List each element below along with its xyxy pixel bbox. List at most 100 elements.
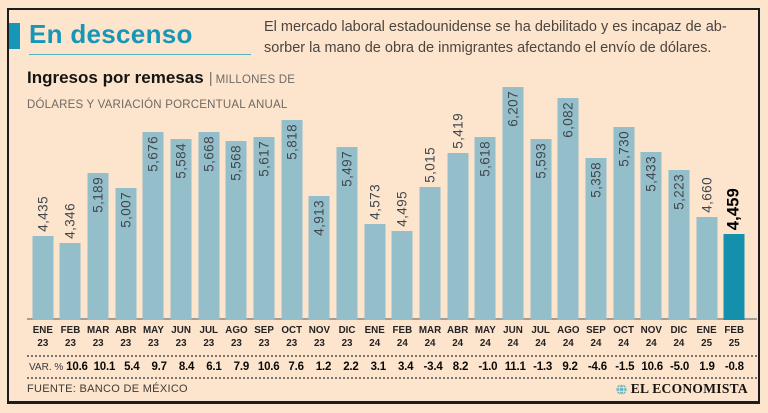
bar <box>447 153 469 320</box>
title-underline <box>29 54 251 55</box>
bar <box>668 170 690 320</box>
infographic-frame: En descenso El mercado laboral estadouni… <box>7 8 760 404</box>
bar-value-label: 4,660 <box>699 177 715 213</box>
bar <box>696 217 718 320</box>
year-label: 24 <box>618 338 630 349</box>
var-percent-value: 3.1 <box>370 360 387 373</box>
month-label: MAR <box>418 325 442 336</box>
bar-value-label: 5,568 <box>228 145 244 181</box>
var-percent-value: -0.8 <box>724 360 744 373</box>
year-label: 24 <box>396 338 408 349</box>
subtitle-units-line1: MILLONES DE <box>215 74 296 86</box>
month-cell: SEP 24 <box>582 324 610 350</box>
var-percent-value: 1.2 <box>315 360 332 373</box>
year-label: 25 <box>728 338 740 349</box>
month-cell: JUL 23 <box>195 324 223 350</box>
month-label: SEP <box>586 325 606 336</box>
year-label: 23 <box>286 338 298 349</box>
bar <box>253 137 275 320</box>
bar-column: 5,568 <box>223 80 251 320</box>
var-percent-value: -1.0 <box>478 360 498 373</box>
month-cell: ABR 23 <box>112 324 140 350</box>
bar-value-label: 4,346 <box>62 203 78 239</box>
month-cell: JUL 24 <box>527 324 555 350</box>
bar <box>640 152 662 320</box>
bar-value-label: 5,593 <box>533 143 549 179</box>
var-percent-value: -5.0 <box>670 360 690 373</box>
bar <box>281 120 303 320</box>
var-percent-value: 1.9 <box>699 360 715 373</box>
bar-column: 5,730 <box>610 80 638 320</box>
month-label: JUL <box>531 325 550 336</box>
month-label: OCT <box>613 325 634 336</box>
month-cell: ENE 24 <box>361 324 389 350</box>
dotted-divider <box>27 355 757 357</box>
bar <box>170 139 192 320</box>
bar-column: 5,497 <box>333 80 361 320</box>
month-label: ENE <box>32 325 53 336</box>
year-label: 23 <box>341 338 353 349</box>
month-label: AGO <box>557 325 580 336</box>
year-label: 24 <box>673 338 685 349</box>
bar-column: 5,015 <box>416 80 444 320</box>
bar <box>557 98 579 320</box>
month-cell: NOV 24 <box>637 324 665 350</box>
bar-column: 5,358 <box>582 80 610 320</box>
var-percent-value: 3.4 <box>397 360 414 373</box>
year-label: 24 <box>424 338 436 349</box>
var-percent-value: 9.7 <box>151 360 167 373</box>
globe-icon <box>616 383 627 395</box>
bar <box>613 127 635 320</box>
bar <box>198 132 220 320</box>
month-cell: JUN 24 <box>499 324 527 350</box>
var-percent-value: -1.3 <box>533 360 553 373</box>
bar-chart: 4,435 4,346 5,189 5,007 5,676 5,584 5,668 5,568… <box>29 80 748 320</box>
year-label: 24 <box>507 338 519 349</box>
month-label: NOV <box>308 325 330 336</box>
bar <box>364 224 386 320</box>
brand-name: EL ECONOMISTA <box>630 381 748 396</box>
bar-column: 4,459 <box>720 80 748 320</box>
var-percent-label: VAR. % <box>29 361 64 373</box>
bar-column: 5,433 <box>637 80 665 320</box>
bar-value-label: 4,573 <box>367 184 383 220</box>
month-label: ENE <box>696 325 717 336</box>
month-label: FEB <box>392 325 413 336</box>
intro-text: El mercado laboral estadounidense se ha … <box>264 19 727 56</box>
bar-value-label: 5,618 <box>477 141 493 177</box>
var-percent-value: -1.5 <box>615 360 635 373</box>
year-label: 24 <box>645 338 657 349</box>
bar-column: 4,346 <box>57 80 85 320</box>
year-label: 23 <box>313 338 325 349</box>
year-label: 25 <box>701 338 713 349</box>
bar <box>419 187 441 320</box>
year-label: 23 <box>175 338 187 349</box>
bar-column: 4,495 <box>389 80 417 320</box>
month-cell: ENE 23 <box>29 324 57 350</box>
month-cell: JUN 23 <box>167 324 195 350</box>
subtitle-separator: | <box>208 70 213 87</box>
month-label: ABR <box>115 325 137 336</box>
bar-value-label: 5,818 <box>284 124 300 160</box>
bar-column: 5,189 <box>84 80 112 320</box>
bar-column: 5,676 <box>140 80 168 320</box>
month-label: FEB <box>60 325 81 336</box>
bar <box>474 137 496 320</box>
month-cell: MAY 23 <box>140 324 168 350</box>
bar-value-label: 5,223 <box>671 174 687 210</box>
bar <box>142 132 164 320</box>
var-percent-value: 6.1 <box>206 360 222 373</box>
bar <box>585 158 607 320</box>
month-label: JUN <box>503 325 523 336</box>
month-label: ABR <box>447 325 469 336</box>
bar-column: 5,223 <box>665 80 693 320</box>
bar-column: 4,435 <box>29 80 57 320</box>
year-label: 24 <box>369 338 381 349</box>
bar-value-label: 5,668 <box>201 136 217 172</box>
bar <box>502 87 524 320</box>
month-axis: ENE 23 FEB 23 MAR 23 ABR 23 MAY 23 JUN 23 JUL 23 AGO 23… <box>29 324 748 350</box>
month-label: NOV <box>640 325 662 336</box>
bar-column: 6,207 <box>499 80 527 320</box>
var-percent-value: 10.6 <box>641 360 663 373</box>
var-percent-value: 5.4 <box>124 360 140 373</box>
